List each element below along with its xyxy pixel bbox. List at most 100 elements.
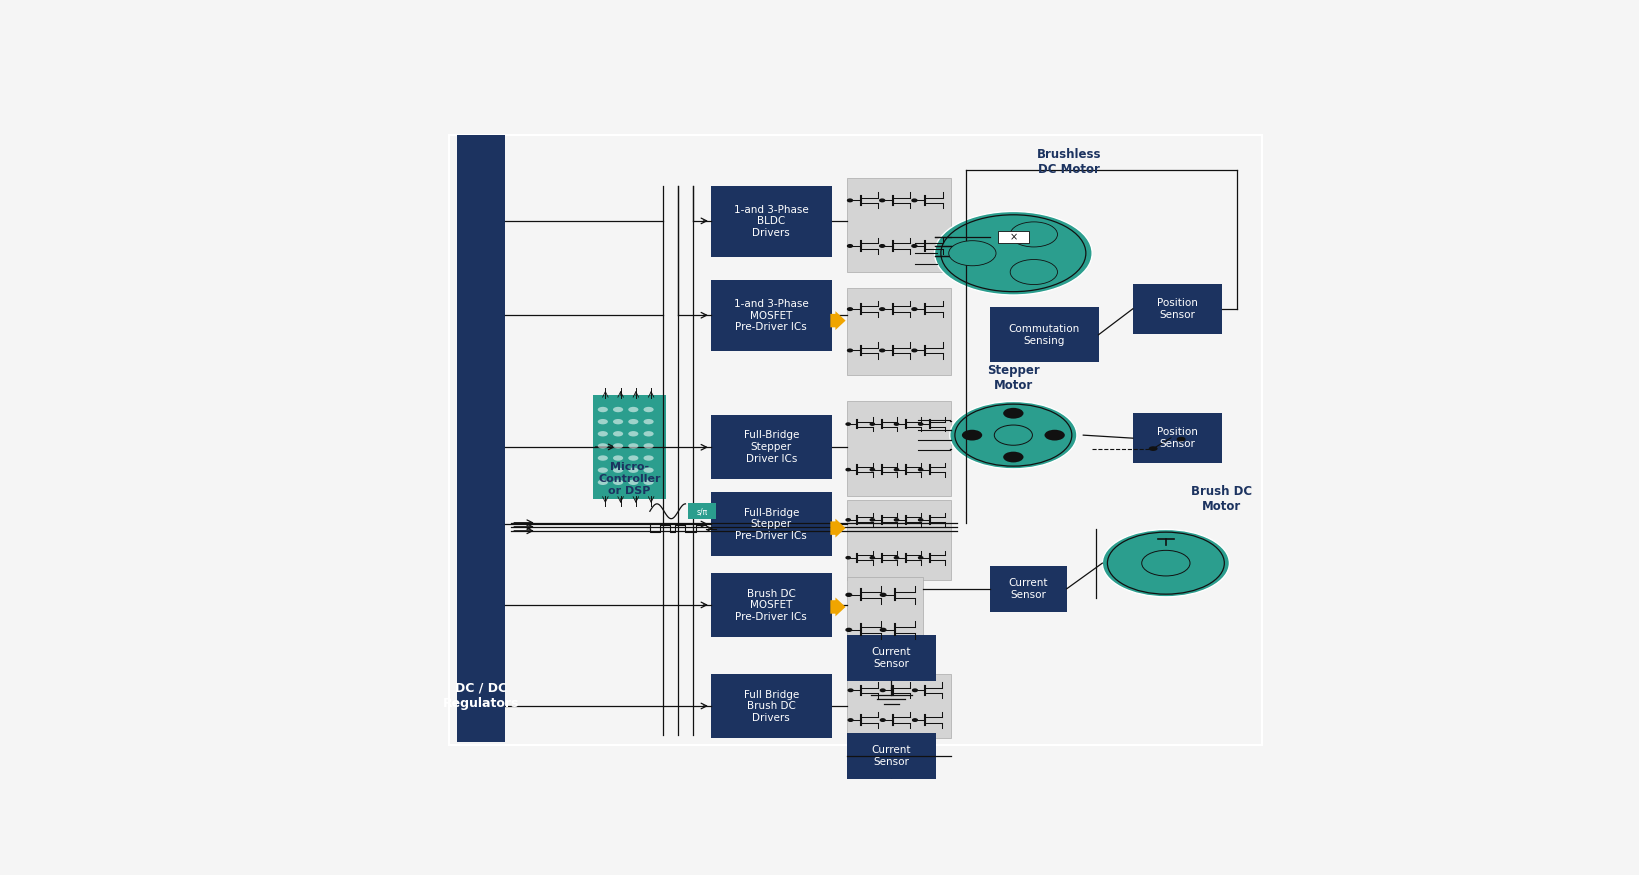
Circle shape [642,455,654,461]
FancyBboxPatch shape [846,178,951,272]
Circle shape [918,519,923,521]
Circle shape [1101,529,1229,597]
Text: Brushless
DC Motor: Brushless DC Motor [1036,148,1101,176]
Circle shape [893,519,898,521]
Circle shape [880,689,885,691]
Text: Full-Bridge
Stepper
Pre-Driver ICs: Full-Bridge Stepper Pre-Driver ICs [734,507,806,541]
Circle shape [870,468,874,471]
Circle shape [847,349,852,352]
Circle shape [911,719,916,721]
Circle shape [846,519,849,521]
Circle shape [1003,452,1023,462]
FancyBboxPatch shape [688,503,716,520]
Text: Current
Sensor: Current Sensor [870,648,911,669]
Text: Position
Sensor: Position Sensor [1155,298,1196,319]
Circle shape [613,431,623,437]
Text: Stepper
Motor: Stepper Motor [987,364,1039,392]
Circle shape [1175,437,1185,442]
FancyBboxPatch shape [846,635,936,681]
Circle shape [847,308,852,311]
Circle shape [934,212,1092,295]
Circle shape [642,480,654,485]
Circle shape [918,423,923,425]
FancyBboxPatch shape [456,136,505,742]
Circle shape [1141,550,1190,576]
Circle shape [628,444,638,449]
Circle shape [847,719,852,721]
Circle shape [918,556,923,559]
Circle shape [628,455,638,461]
Circle shape [613,467,623,472]
Circle shape [880,628,885,632]
Circle shape [911,308,916,311]
Circle shape [870,556,874,559]
FancyBboxPatch shape [710,675,831,738]
Text: s/π: s/π [697,507,706,516]
FancyBboxPatch shape [846,288,951,374]
Circle shape [846,593,851,596]
Text: Micro-
Controller
or DSP: Micro- Controller or DSP [598,462,661,495]
Text: Full-Bridge
Stepper
Driver ICs: Full-Bridge Stepper Driver ICs [742,430,798,464]
FancyBboxPatch shape [990,566,1065,612]
Circle shape [597,455,608,461]
Text: Position
Sensor: Position Sensor [1155,427,1196,449]
FancyBboxPatch shape [846,577,923,651]
Circle shape [597,467,608,472]
Circle shape [847,245,852,248]
Circle shape [949,402,1077,469]
Circle shape [642,407,654,412]
Circle shape [893,423,898,425]
Circle shape [642,467,654,472]
FancyBboxPatch shape [846,500,951,580]
Text: Brush DC
MOSFET
Pre-Driver ICs: Brush DC MOSFET Pre-Driver ICs [734,589,806,622]
Circle shape [847,689,852,691]
FancyArrow shape [829,312,846,330]
Circle shape [1010,222,1057,247]
Circle shape [1003,408,1023,418]
FancyBboxPatch shape [710,280,831,351]
FancyBboxPatch shape [846,733,936,779]
Circle shape [846,556,849,559]
Circle shape [911,689,916,691]
Circle shape [880,719,885,721]
FancyBboxPatch shape [592,395,665,499]
Circle shape [628,407,638,412]
Circle shape [879,245,883,248]
FancyBboxPatch shape [990,307,1098,362]
Text: 1-and 3-Phase
BLDC
Drivers: 1-and 3-Phase BLDC Drivers [733,205,808,238]
FancyBboxPatch shape [710,415,831,479]
Circle shape [879,349,883,352]
Circle shape [628,431,638,437]
Circle shape [870,519,874,521]
Circle shape [846,468,849,471]
Text: Current
Sensor: Current Sensor [870,745,911,766]
Text: Current
Sensor: Current Sensor [1008,578,1047,599]
FancyBboxPatch shape [1133,413,1221,464]
FancyArrow shape [829,598,846,616]
Circle shape [846,423,849,425]
FancyBboxPatch shape [846,402,951,496]
Circle shape [847,200,852,202]
Circle shape [597,431,608,437]
Text: ×: × [1008,233,1016,242]
Circle shape [846,628,851,632]
Circle shape [911,349,916,352]
Circle shape [880,593,885,596]
Circle shape [642,431,654,437]
Circle shape [1044,430,1064,440]
FancyBboxPatch shape [1133,284,1221,334]
Circle shape [962,430,982,440]
Circle shape [628,480,638,485]
FancyBboxPatch shape [710,573,831,637]
Circle shape [613,419,623,424]
Circle shape [628,467,638,472]
Circle shape [879,200,883,202]
Circle shape [613,455,623,461]
Circle shape [893,468,898,471]
FancyArrow shape [829,519,846,537]
FancyBboxPatch shape [997,231,1029,242]
Circle shape [642,419,654,424]
Text: 1-and 3-Phase
MOSFET
Pre-Driver ICs: 1-and 3-Phase MOSFET Pre-Driver ICs [733,299,808,332]
Circle shape [911,245,916,248]
Circle shape [911,200,916,202]
